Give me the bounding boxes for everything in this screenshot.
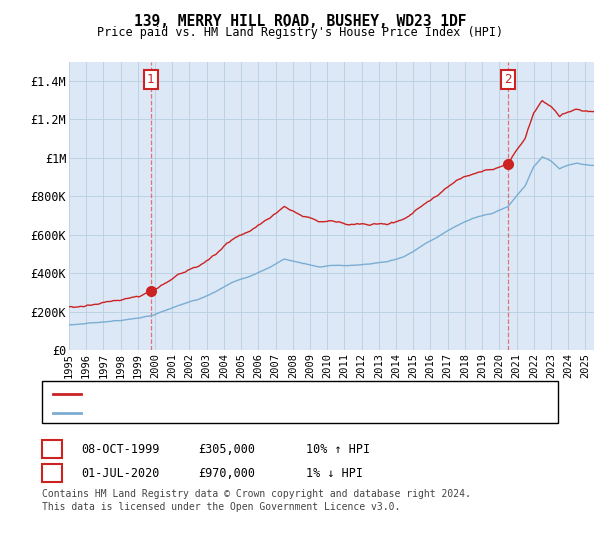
Text: 1: 1	[147, 73, 155, 86]
Text: HPI: Average price, detached house, Hertsmere: HPI: Average price, detached house, Hert…	[87, 408, 391, 418]
Text: £970,000: £970,000	[198, 466, 255, 480]
Text: 1: 1	[49, 442, 55, 456]
Text: Contains HM Land Registry data © Crown copyright and database right 2024.: Contains HM Land Registry data © Crown c…	[42, 489, 471, 500]
Text: 139, MERRY HILL ROAD, BUSHEY, WD23 1DF: 139, MERRY HILL ROAD, BUSHEY, WD23 1DF	[134, 14, 466, 29]
Text: 01-JUL-2020: 01-JUL-2020	[81, 466, 160, 480]
Text: 2: 2	[49, 466, 55, 480]
Text: £305,000: £305,000	[198, 442, 255, 456]
Text: This data is licensed under the Open Government Licence v3.0.: This data is licensed under the Open Gov…	[42, 502, 400, 512]
Text: 2: 2	[504, 73, 512, 86]
Text: 10% ↑ HPI: 10% ↑ HPI	[306, 442, 370, 456]
Text: Price paid vs. HM Land Registry's House Price Index (HPI): Price paid vs. HM Land Registry's House …	[97, 26, 503, 39]
Text: 1% ↓ HPI: 1% ↓ HPI	[306, 466, 363, 480]
Text: 08-OCT-1999: 08-OCT-1999	[81, 442, 160, 456]
Text: 139, MERRY HILL ROAD, BUSHEY, WD23 1DF (detached house): 139, MERRY HILL ROAD, BUSHEY, WD23 1DF (…	[87, 389, 458, 399]
